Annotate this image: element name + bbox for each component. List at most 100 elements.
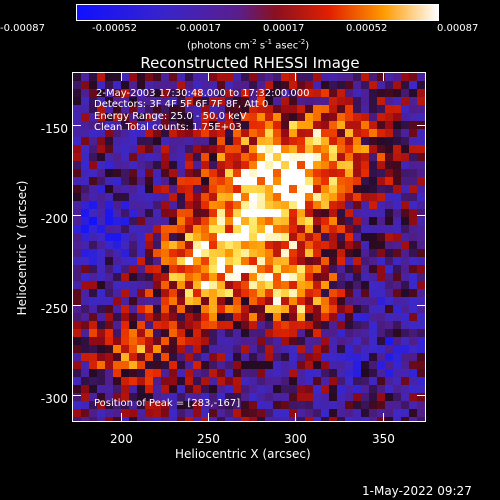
detectors-label: Detectors: 3F 4F 5F 6F 7F 8F, Att 0 — [94, 99, 269, 110]
heatmap-cell — [201, 81, 209, 89]
x-tick-label: 250 — [197, 432, 220, 446]
heatmap-cell — [409, 73, 417, 81]
heatmap-cell — [289, 353, 297, 361]
heatmap-cell — [225, 273, 233, 281]
rhessi-image-plot — [72, 72, 426, 422]
heatmap-cell — [345, 193, 353, 201]
heatmap-cell — [257, 265, 265, 273]
heatmap-cell — [409, 377, 417, 385]
heatmap-cell — [169, 281, 177, 289]
heatmap-cell — [361, 185, 369, 193]
heatmap-cell — [201, 409, 209, 417]
heatmap-cell — [185, 217, 193, 225]
heatmap-cell — [241, 73, 249, 81]
heatmap-cell — [281, 393, 289, 401]
heatmap-cell — [201, 417, 209, 421]
heatmap-cell — [345, 185, 353, 193]
heatmap-cell — [161, 137, 169, 145]
heatmap-cell — [105, 345, 113, 353]
heatmap-cell — [185, 369, 193, 377]
heatmap-cell — [217, 97, 225, 105]
heatmap-cell — [265, 169, 273, 177]
heatmap-cell — [97, 377, 105, 385]
heatmap-cell — [345, 209, 353, 217]
heatmap-cell — [233, 105, 241, 113]
heatmap-cell — [385, 313, 393, 321]
heatmap-cell — [153, 409, 161, 417]
heatmap-cell — [417, 97, 425, 105]
heatmap-cell — [81, 257, 89, 265]
heatmap-cell — [193, 73, 201, 81]
y-tick-label: -250 — [40, 302, 68, 316]
heatmap-cell — [401, 297, 409, 305]
heatmap-cell — [401, 313, 409, 321]
heatmap-cell — [409, 121, 417, 129]
heatmap-cell — [105, 201, 113, 209]
heatmap-cell — [233, 377, 241, 385]
heatmap-cell — [385, 209, 393, 217]
heatmap-cell — [225, 217, 233, 225]
heatmap-cell — [353, 369, 361, 377]
heatmap-cell — [297, 361, 305, 369]
y-tick-mark — [417, 305, 425, 306]
heatmap-cell — [377, 345, 385, 353]
heatmap-cell — [145, 377, 153, 385]
heatmap-cell — [105, 337, 113, 345]
heatmap-cell — [361, 161, 369, 169]
heatmap-cell — [241, 385, 249, 393]
heatmap-cell — [409, 169, 417, 177]
heatmap-cell — [81, 401, 89, 409]
heatmap-cell — [321, 409, 329, 417]
heatmap-cell — [161, 161, 169, 169]
heatmap-cell — [185, 105, 193, 113]
heatmap-cell — [401, 361, 409, 369]
heatmap-cell — [161, 241, 169, 249]
heatmap-cell — [97, 201, 105, 209]
heatmap-cell — [249, 361, 257, 369]
heatmap-cell — [113, 281, 121, 289]
heatmap-cell — [169, 273, 177, 281]
heatmap-cell — [177, 193, 185, 201]
heatmap-cell — [145, 241, 153, 249]
heatmap-cell — [361, 113, 369, 121]
heatmap-cell — [217, 313, 225, 321]
heatmap-cell — [225, 121, 233, 129]
heatmap-cell — [273, 121, 281, 129]
heatmap-cell — [305, 289, 313, 297]
heatmap-cell — [129, 233, 137, 241]
heatmap-cell — [257, 393, 265, 401]
heatmap-cell — [257, 97, 265, 105]
heatmap-cell — [209, 89, 217, 97]
heatmap-cell — [313, 289, 321, 297]
heatmap-cell — [345, 417, 353, 421]
heatmap-cell — [305, 81, 313, 89]
heatmap-cell — [305, 161, 313, 169]
heatmap-cell — [193, 353, 201, 361]
heatmap-cell — [353, 201, 361, 209]
heatmap-cell — [353, 169, 361, 177]
heatmap-cell — [217, 401, 225, 409]
heatmap-cell — [289, 241, 297, 249]
heatmap-cell — [169, 177, 177, 185]
heatmap-cell — [321, 81, 329, 89]
heatmap-cell — [113, 161, 121, 169]
heatmap-cell — [169, 257, 177, 265]
heatmap-cell — [393, 201, 401, 209]
heatmap-cell — [305, 153, 313, 161]
heatmap-cell — [345, 201, 353, 209]
heatmap-cell — [273, 321, 281, 329]
heatmap-cell — [417, 257, 425, 265]
heatmap-cell — [249, 393, 257, 401]
heatmap-cell — [225, 97, 233, 105]
heatmap-cell — [73, 377, 81, 385]
heatmap-cell — [369, 225, 377, 233]
heatmap-cell — [281, 265, 289, 273]
heatmap-cell — [129, 177, 137, 185]
heatmap-cell — [89, 209, 97, 217]
heatmap-cell — [113, 97, 121, 105]
heatmap-cell — [233, 273, 241, 281]
heatmap-cell — [241, 321, 249, 329]
heatmap-cell — [217, 409, 225, 417]
heatmap-cell — [233, 153, 241, 161]
heatmap-cell — [249, 401, 257, 409]
